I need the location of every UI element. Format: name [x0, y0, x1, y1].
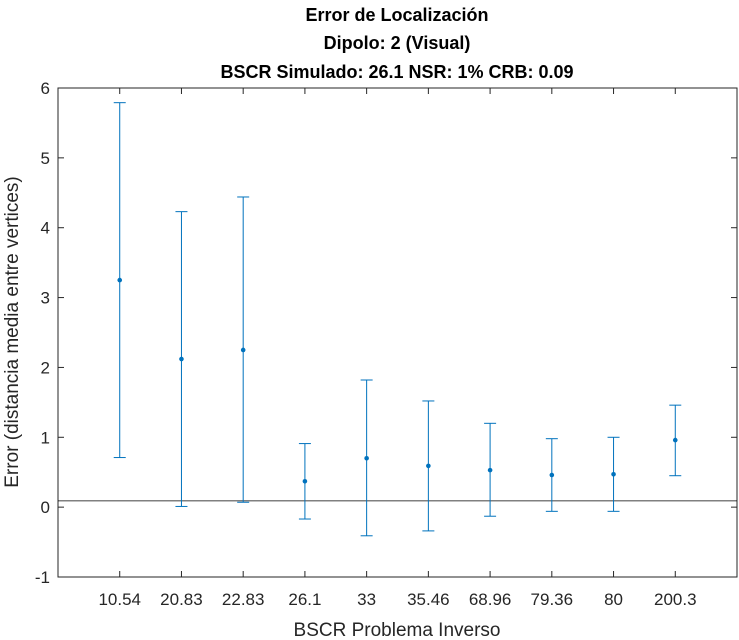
- mean-point: [117, 277, 123, 283]
- mean-point: [611, 472, 616, 477]
- x-tick-label: 10.54: [98, 590, 141, 609]
- chart-title-line-2: Dipolo: 2 (Visual): [324, 33, 471, 53]
- y-axis-label: Error (distancia media entre vertices): [2, 176, 23, 488]
- x-tick-label: 79.36: [531, 590, 574, 609]
- x-tick-label: 35.46: [407, 590, 450, 609]
- x-tick-label: 80: [604, 590, 623, 609]
- y-tick-label: 2: [41, 358, 50, 377]
- x-tick-label: 20.83: [160, 590, 203, 609]
- x-tick-label: 200.3: [654, 590, 697, 609]
- mean-point: [364, 455, 369, 461]
- axes-box: [57, 87, 738, 578]
- x-tick-label: 22.83: [222, 590, 265, 609]
- mean-point: [179, 356, 184, 362]
- y-tick-label: 4: [41, 219, 50, 238]
- y-tick-label: 5: [41, 149, 50, 168]
- chart-title-line-1: Error de Localización: [305, 5, 488, 25]
- chart-title-line-3: BSCR Simulado: 26.1 NSR: 1% CRB: 0.09: [220, 62, 573, 82]
- y-tick-label: 1: [41, 428, 50, 447]
- y-tick-label: 6: [41, 79, 50, 98]
- x-tick-label: 26.1: [288, 590, 321, 609]
- y-tick-label: 0: [41, 498, 50, 517]
- plot-area: -1 0 1 2 3 4 5 6 10.54 20.83 22.83 26.1 33 35.46 68.96…: [35, 79, 738, 609]
- mean-point: [302, 478, 308, 484]
- mean-point: [426, 463, 431, 469]
- x-tick-label: 33: [357, 590, 376, 609]
- x-axis-label: BSCR Problema Inverso: [294, 620, 501, 640]
- y-tick-label: -1: [35, 568, 50, 587]
- mean-point: [487, 467, 493, 473]
- mean-point: [672, 437, 678, 443]
- x-tick-label: 68.96: [469, 590, 512, 609]
- y-tick-label: 3: [41, 289, 50, 308]
- mean-point: [240, 347, 246, 353]
- mean-point: [549, 472, 555, 478]
